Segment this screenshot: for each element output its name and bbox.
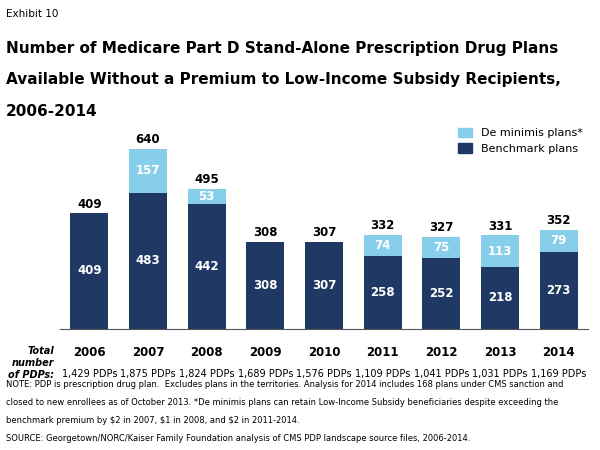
Text: 409: 409 bbox=[77, 265, 101, 278]
Text: 2011: 2011 bbox=[367, 346, 399, 360]
Legend: De minimis plans*, Benchmark plans: De minimis plans*, Benchmark plans bbox=[458, 127, 583, 153]
Text: 640: 640 bbox=[136, 133, 160, 146]
Text: 252: 252 bbox=[429, 287, 454, 300]
Text: 2013: 2013 bbox=[484, 346, 516, 360]
Text: 53: 53 bbox=[199, 190, 215, 203]
Text: 2012: 2012 bbox=[425, 346, 458, 360]
Text: 307: 307 bbox=[312, 226, 336, 239]
Text: 1,031 PDPs: 1,031 PDPs bbox=[472, 369, 527, 379]
Text: 483: 483 bbox=[136, 254, 160, 267]
Text: 2014: 2014 bbox=[542, 346, 575, 360]
Bar bbox=[364, 235, 402, 256]
Bar bbox=[539, 230, 578, 252]
Text: 1,689 PDPs: 1,689 PDPs bbox=[238, 369, 293, 379]
Bar bbox=[422, 237, 460, 257]
Text: 308: 308 bbox=[253, 226, 278, 239]
Text: 273: 273 bbox=[547, 284, 571, 297]
Text: 113: 113 bbox=[488, 245, 512, 258]
Text: 218: 218 bbox=[488, 291, 512, 304]
Text: 1,041 PDPs: 1,041 PDPs bbox=[413, 369, 469, 379]
Text: 74: 74 bbox=[374, 239, 391, 252]
Text: 2010: 2010 bbox=[308, 346, 340, 360]
Text: 442: 442 bbox=[194, 260, 219, 273]
Text: 1,109 PDPs: 1,109 PDPs bbox=[355, 369, 410, 379]
Bar bbox=[129, 148, 167, 193]
Bar bbox=[481, 235, 519, 267]
Text: NOTE: PDP is prescription drug plan.  Excludes plans in the territories. Analysi: NOTE: PDP is prescription drug plan. Exc… bbox=[6, 380, 563, 389]
Text: 1,576 PDPs: 1,576 PDPs bbox=[296, 369, 352, 379]
Text: 307: 307 bbox=[312, 279, 336, 292]
Text: benchmark premium by $2 in 2007, $1 in 2008, and $2 in 2011-2014.: benchmark premium by $2 in 2007, $1 in 2… bbox=[6, 416, 299, 425]
Text: closed to new enrollees as of October 2013. *De minimis plans can retain Low-Inc: closed to new enrollees as of October 20… bbox=[6, 398, 559, 407]
Text: 2006: 2006 bbox=[73, 346, 106, 360]
Text: 1,875 PDPs: 1,875 PDPs bbox=[120, 369, 176, 379]
Text: 327: 327 bbox=[429, 220, 454, 234]
Text: 2009: 2009 bbox=[249, 346, 281, 360]
Text: Number of Medicare Part D Stand-Alone Prescription Drug Plans: Number of Medicare Part D Stand-Alone Pr… bbox=[6, 40, 558, 55]
Bar bbox=[539, 252, 578, 328]
Text: Available Without a Premium to Low-Income Subsidy Recipients,: Available Without a Premium to Low-Incom… bbox=[6, 72, 561, 87]
Text: 1,169 PDPs: 1,169 PDPs bbox=[531, 369, 586, 379]
Text: 79: 79 bbox=[550, 234, 567, 247]
Bar bbox=[129, 193, 167, 328]
Text: 409: 409 bbox=[77, 198, 101, 211]
Text: 2007: 2007 bbox=[132, 346, 164, 360]
Bar bbox=[422, 257, 460, 328]
Text: 332: 332 bbox=[370, 219, 395, 232]
Text: SOURCE: Georgetown/NORC/Kaiser Family Foundation analysis of CMS PDP landscape s: SOURCE: Georgetown/NORC/Kaiser Family Fo… bbox=[6, 434, 470, 443]
Text: 331: 331 bbox=[488, 220, 512, 233]
Bar bbox=[188, 189, 226, 204]
Text: 308: 308 bbox=[253, 279, 278, 292]
Text: 157: 157 bbox=[136, 164, 160, 177]
Text: 1,824 PDPs: 1,824 PDPs bbox=[179, 369, 235, 379]
Text: Total
number
of PDPs:: Total number of PDPs: bbox=[8, 346, 54, 380]
Bar bbox=[364, 256, 402, 328]
Bar bbox=[481, 267, 519, 328]
Text: 75: 75 bbox=[433, 241, 449, 254]
Bar bbox=[246, 242, 284, 328]
Text: 495: 495 bbox=[194, 173, 219, 186]
Text: 1,429 PDPs: 1,429 PDPs bbox=[62, 369, 117, 379]
Text: 2006-2014: 2006-2014 bbox=[6, 104, 98, 118]
Bar bbox=[70, 213, 109, 328]
Bar bbox=[188, 204, 226, 328]
Text: Exhibit 10: Exhibit 10 bbox=[6, 9, 58, 19]
Text: 258: 258 bbox=[370, 286, 395, 299]
Bar bbox=[305, 242, 343, 328]
Text: 2008: 2008 bbox=[190, 346, 223, 360]
Text: 352: 352 bbox=[547, 214, 571, 227]
